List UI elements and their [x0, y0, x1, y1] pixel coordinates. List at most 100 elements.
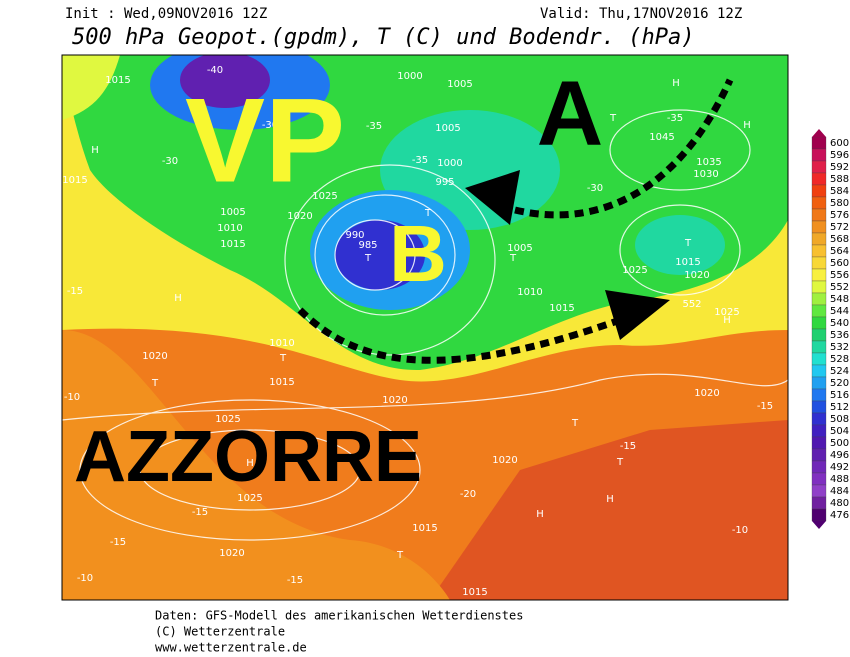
map-label: 995: [435, 177, 454, 188]
legend-tick-label: 584: [830, 186, 849, 197]
map-label: 1020: [382, 395, 407, 406]
footer-text: Daten: GFS-Modell des amerikanischen Wet…: [155, 609, 523, 623]
map-title: 500 hPa Geopot.(gpdm), T (C) und Bodendr…: [72, 25, 695, 50]
legend-tick-label: 524: [830, 366, 849, 377]
map-label: 1020: [287, 211, 312, 222]
legend-swatch: [811, 400, 827, 414]
map-label: 1030: [693, 169, 718, 180]
legend-tick-label: 576: [830, 210, 849, 221]
legend-swatch: [811, 304, 827, 318]
init-time: Init : Wed,09NOV2016 12Z: [65, 6, 267, 22]
map-label: H: [246, 458, 254, 469]
map-label: -15: [67, 286, 83, 297]
map-label: 1020: [142, 351, 167, 362]
map-label: 1000: [397, 71, 422, 82]
legend-swatch: [811, 196, 827, 210]
legend-swatch: [811, 148, 827, 162]
map-label: 1020: [492, 455, 517, 466]
annotation: VP: [185, 74, 345, 208]
map-label: 1005: [447, 79, 472, 90]
legend-swatch: [811, 172, 827, 186]
map-label: H: [174, 293, 182, 304]
legend-tick-label: 488: [830, 474, 849, 485]
map-label: -35: [412, 155, 428, 166]
legend-swatch: [811, 160, 827, 174]
map-label: 1035: [696, 157, 721, 168]
map-label: 1020: [694, 388, 719, 399]
cold-region: [635, 215, 725, 275]
legend-swatch: [811, 448, 827, 462]
legend-swatch: [811, 436, 827, 450]
map-label: -10: [732, 525, 748, 536]
legend-swatch: [811, 280, 827, 294]
map-label: -15: [110, 537, 126, 548]
legend-swatch: [811, 292, 827, 306]
legend-swatch: [811, 316, 827, 330]
legend-swatch: [811, 352, 827, 366]
map-label: 552: [682, 299, 701, 310]
map-label: 1005: [507, 243, 532, 254]
legend-tick-label: 580: [830, 198, 849, 209]
legend-tick-label: 548: [830, 294, 849, 305]
legend-tick-label: 564: [830, 246, 849, 257]
map-label: 1020: [219, 548, 244, 559]
color-legend: 6005965925885845805765725685645605565525…: [811, 129, 849, 529]
legend-swatch: [811, 256, 827, 270]
legend-tick-label: 532: [830, 342, 849, 353]
map-label: H: [743, 120, 751, 131]
legend-tick-label: 600: [830, 138, 849, 149]
legend-swatch: [811, 136, 827, 150]
map-label: 1010: [217, 223, 242, 234]
map-label: -15: [287, 575, 303, 586]
valid-time: Valid: Thu,17NOV2016 12Z: [540, 6, 742, 22]
legend-tick-label: 556: [830, 270, 849, 281]
map-label: 1015: [62, 175, 87, 186]
legend-tick-label: 536: [830, 330, 849, 341]
map-label: T: [571, 418, 579, 429]
legend-swatch: [811, 184, 827, 198]
legend-tick-label: 596: [830, 150, 849, 161]
legend-swatch: [811, 244, 827, 258]
annotation: B: [389, 209, 447, 298]
map-label: 1015: [549, 303, 574, 314]
legend-tick-label: 592: [830, 162, 849, 173]
legend-swatch: [811, 484, 827, 498]
footer-text: (C) Wetterzentrale: [155, 625, 285, 639]
map-label: 1015: [675, 257, 700, 268]
trough-line: [297, 78, 734, 364]
map-label: 1045: [649, 132, 674, 143]
map-label: T: [684, 238, 692, 249]
map-label: -35: [667, 113, 683, 124]
warm-region: [62, 330, 450, 600]
map-label: T: [364, 253, 372, 264]
annotation: A: [537, 62, 603, 164]
map-label: T: [509, 253, 517, 264]
legend-swatch: [811, 232, 827, 246]
legend-tick-label: 504: [830, 426, 849, 437]
map-label: T: [424, 208, 432, 219]
legend-arrow: [812, 521, 826, 529]
map-label: H: [672, 78, 680, 89]
legend-swatch: [811, 220, 827, 234]
legend-tick-label: 552: [830, 282, 849, 293]
legend-swatch: [811, 460, 827, 474]
legend-swatch: [811, 388, 827, 402]
warm-region: [430, 420, 788, 600]
legend-tick-label: 484: [830, 486, 849, 497]
map-label: -20: [460, 489, 476, 500]
legend-swatch: [811, 268, 827, 282]
map-label: 985: [358, 240, 377, 251]
map-label: -30: [262, 120, 278, 131]
legend-tick-label: 560: [830, 258, 849, 269]
map-label: H: [91, 145, 99, 156]
low-core: [335, 220, 425, 290]
map-label: 1010: [269, 338, 294, 349]
map-label: T: [616, 457, 624, 468]
map-label: T: [151, 378, 159, 389]
legend-tick-label: 568: [830, 234, 849, 245]
map-label: H: [606, 494, 614, 505]
annotation: AZZORRE: [74, 417, 422, 497]
map-label: 1005: [220, 207, 245, 218]
map-label: 1015: [105, 75, 130, 86]
